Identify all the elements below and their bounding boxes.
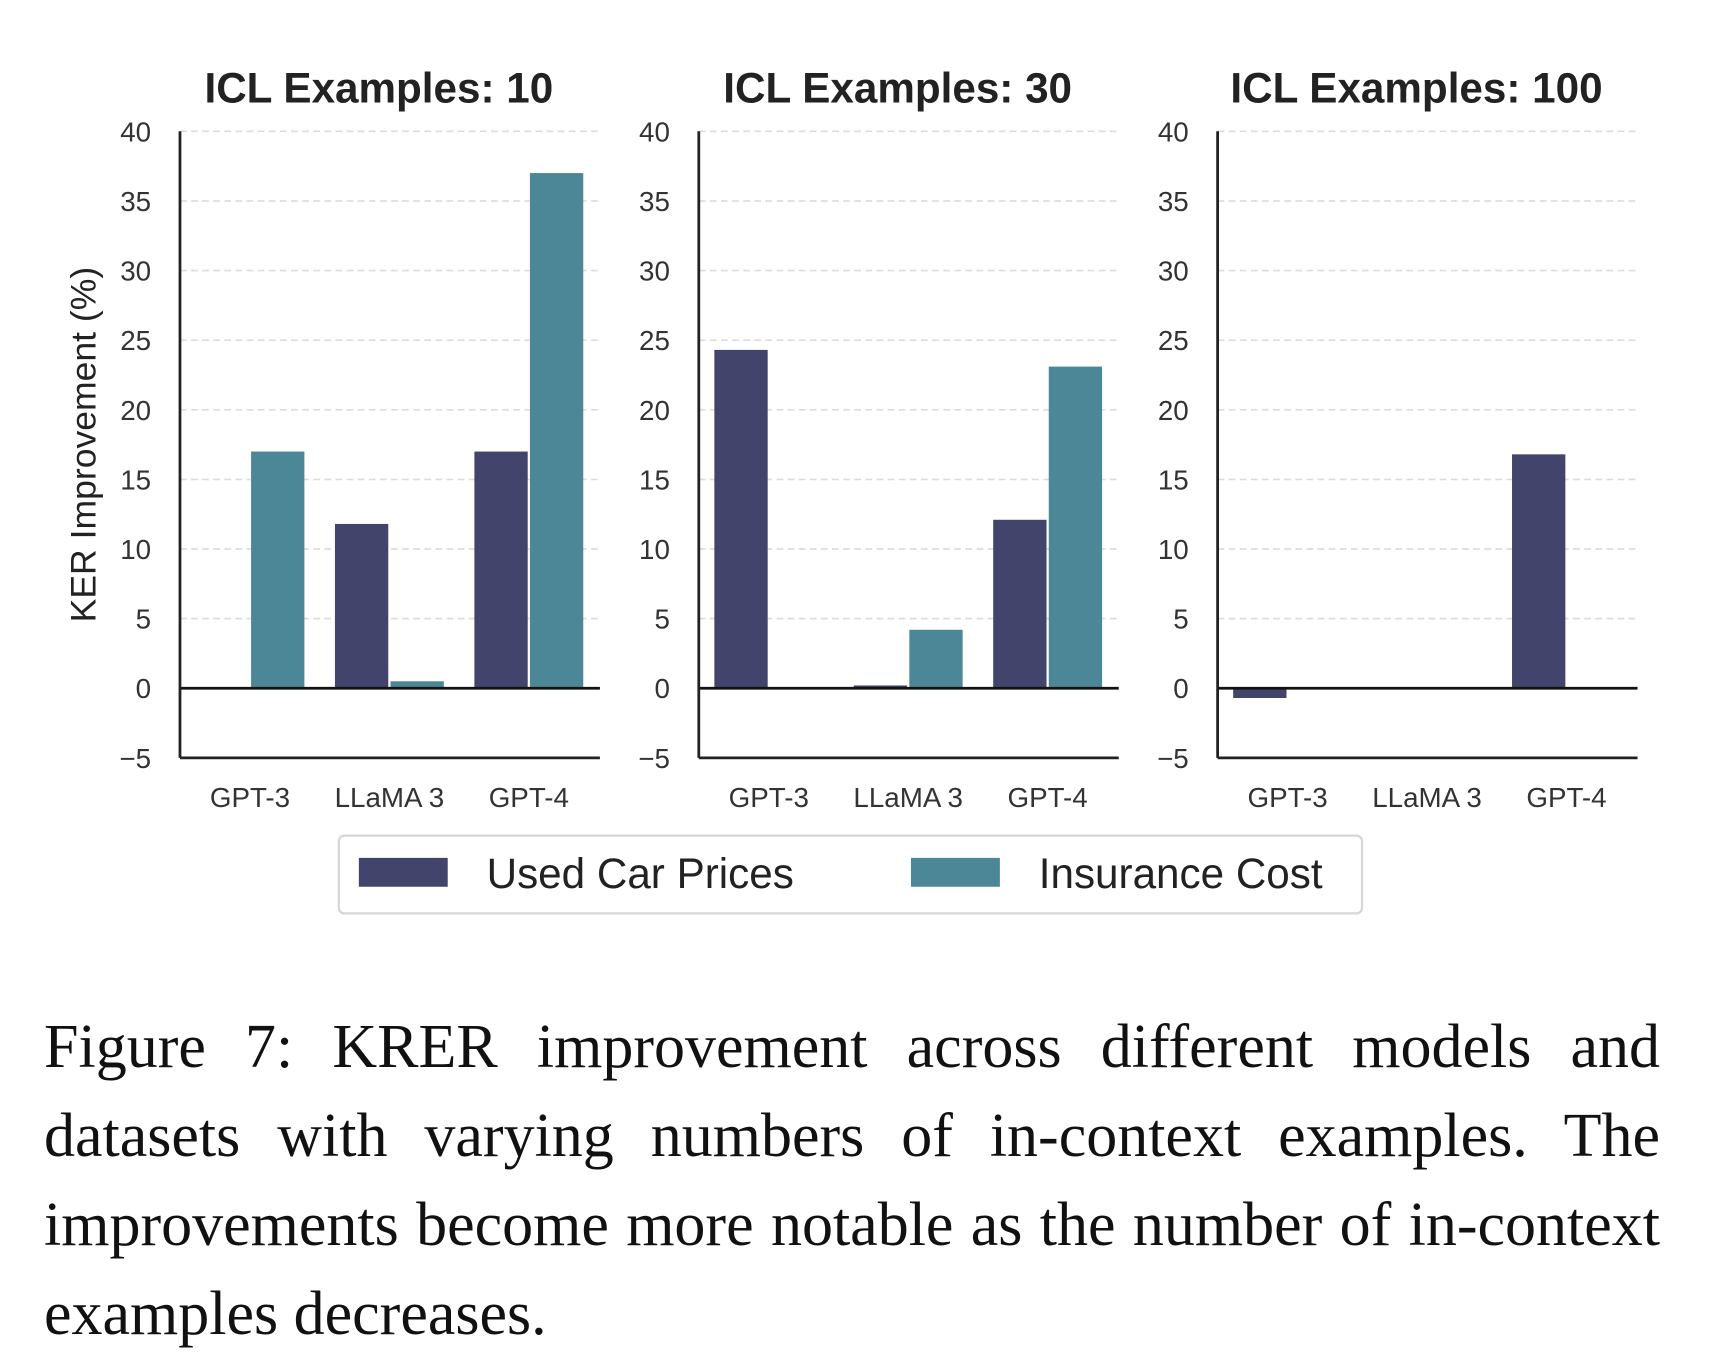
y-tick-label: 0 — [1173, 673, 1188, 704]
bar-insurance-cost — [390, 681, 444, 689]
bar-used-car-prices — [334, 523, 389, 689]
y-tick-label: −5 — [119, 743, 151, 774]
bar-insurance-cost — [909, 629, 963, 689]
y-tick-label: 35 — [1158, 186, 1189, 217]
panel-1: −5 0 5 10 15 20 25 30 35 40 GPT-3 LLaMA 3 GPT-4 ICL E… — [64, 64, 600, 813]
x-tick-label: LLaMA 3 — [335, 782, 445, 813]
y-tick-label: 10 — [1158, 534, 1189, 565]
legend: Used Car Prices Insurance Cost — [337, 834, 1364, 915]
bar-used-car-prices — [1512, 454, 1566, 689]
x-tick-label: GPT-4 — [1526, 782, 1606, 813]
x-tick-label: GPT-3 — [210, 782, 290, 813]
bar-insurance-cost — [529, 173, 584, 689]
y-tick-label: 5 — [654, 604, 669, 635]
bar-insurance-cost — [251, 451, 305, 689]
legend-label: Used Car Prices — [487, 850, 794, 897]
y-axis-label: KER Improvement (%) — [64, 267, 104, 623]
y-tick-label: 20 — [1158, 395, 1189, 426]
y-tick-label: 0 — [136, 673, 151, 704]
y-tick-label: 5 — [1173, 604, 1188, 635]
y-tick-label: 35 — [639, 186, 670, 217]
panel-2: −5 0 5 10 15 20 25 30 35 40 GPT-3 LLaMA 3 GPT-4 ICL E… — [638, 64, 1119, 813]
bar-insurance-cost — [1048, 366, 1103, 689]
x-tick-label: GPT-4 — [489, 782, 569, 813]
y-tick-label: 15 — [120, 464, 151, 495]
y-tick-label: 20 — [639, 395, 670, 426]
legend-box — [337, 834, 1364, 915]
y-tick-label: 25 — [639, 325, 670, 356]
panel-title: ICL Examples: 10 — [204, 64, 553, 111]
y-tick-label: 30 — [1158, 256, 1189, 287]
y-tick-label: 0 — [654, 673, 669, 704]
x-tick-label: GPT-4 — [1008, 782, 1088, 813]
figure-caption: Figure 7: KRER improvement across differ… — [44, 1013, 1660, 1348]
y-tick-label: 40 — [639, 116, 670, 147]
y-tick-label: 30 — [120, 256, 151, 287]
y-tick-label: 15 — [1158, 464, 1189, 495]
bar-used-car-prices — [993, 519, 1047, 689]
legend-label: Insurance Cost — [1039, 850, 1323, 897]
bar-used-car-prices — [1233, 688, 1287, 699]
y-tick-label: 30 — [639, 256, 670, 287]
x-tick-label: GPT-3 — [729, 782, 809, 813]
legend-swatch — [358, 857, 448, 887]
y-tick-label: 40 — [1158, 116, 1189, 147]
y-tick-label: −5 — [638, 743, 670, 774]
bar-used-car-prices — [474, 451, 528, 689]
y-tick-label: 20 — [120, 395, 151, 426]
y-tick-label: 10 — [120, 534, 151, 565]
y-tick-label: 10 — [639, 534, 670, 565]
legend-swatch — [910, 857, 1000, 887]
bar-used-car-prices — [714, 349, 768, 689]
x-tick-label: GPT-3 — [1247, 782, 1327, 813]
y-tick-label: 5 — [136, 604, 151, 635]
panel-3: −5 0 5 10 15 20 25 30 35 40 GPT-3 LLaMA 3 GPT-4 ICL E… — [1157, 64, 1638, 813]
y-tick-label: 35 — [120, 186, 151, 217]
x-tick-label: LLaMA 3 — [853, 782, 963, 813]
y-tick-label: −5 — [1157, 743, 1189, 774]
y-tick-label: 40 — [120, 116, 151, 147]
y-tick-label: 25 — [1158, 325, 1189, 356]
bar-used-car-prices — [853, 685, 908, 689]
panel-title: ICL Examples: 30 — [723, 64, 1072, 111]
x-tick-label: LLaMA 3 — [1372, 782, 1482, 813]
panel-title: ICL Examples: 100 — [1230, 64, 1602, 111]
y-tick-label: 15 — [639, 464, 670, 495]
y-tick-label: 25 — [120, 325, 151, 356]
